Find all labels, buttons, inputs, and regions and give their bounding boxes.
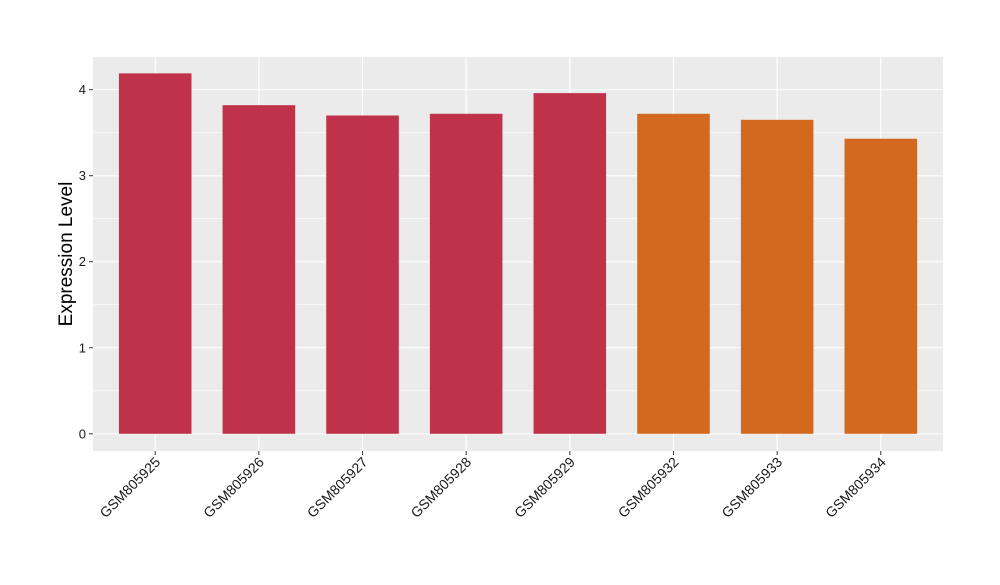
bars [118,73,918,434]
bar-gsm805933 [740,119,814,434]
bar-gsm805926 [222,105,296,434]
x-tick-label: GSM805929 [511,454,578,521]
bar-gsm805928 [429,113,503,434]
bar-gsm805927 [326,115,399,434]
plot-panel [93,57,943,451]
x-axis: GSM805925 GSM805926 GSM805927 GSM805928 GSM8… [96,451,889,521]
y-tick-label: 4 [79,82,86,97]
y-tick-label: 3 [79,168,86,183]
x-tick-label: GSM805933 [718,454,785,521]
y-tick-label: 1 [79,340,86,355]
x-tick-label: GSM805928 [407,454,474,521]
x-tick-label: GSM805934 [822,454,889,521]
y-tick-label: 0 [79,426,86,441]
x-tick-label: GSM805932 [615,454,682,521]
bar-gsm805934 [844,138,918,434]
x-tick-label: GSM805927 [304,454,371,521]
y-axis-title: Expression Level [56,182,77,327]
y-tick-label: 2 [79,254,86,269]
bar-gsm805929 [533,93,607,434]
bar-gsm805925 [118,73,192,434]
bar-gsm805932 [637,113,710,434]
y-axis: 0 1 2 3 4 [79,82,93,441]
x-tick-label: GSM805926 [200,454,267,521]
x-tick-label: GSM805925 [96,454,163,521]
